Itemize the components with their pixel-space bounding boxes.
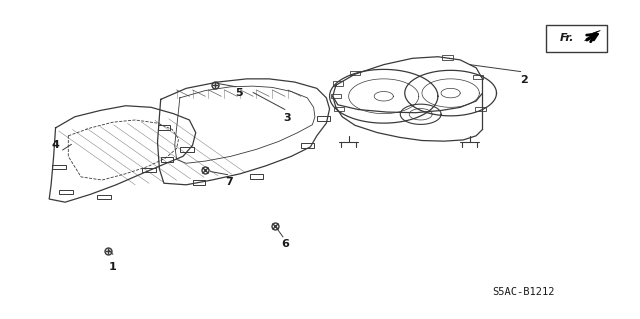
Bar (476, 107, 486, 111)
Text: 3: 3 (283, 113, 291, 123)
Bar (473, 75, 483, 79)
Bar (333, 81, 343, 86)
Text: 4: 4 (52, 140, 60, 150)
Bar (442, 56, 452, 60)
Bar (180, 147, 194, 152)
Bar (317, 116, 330, 121)
Bar (193, 180, 205, 185)
Bar (52, 165, 67, 169)
Bar (161, 157, 173, 162)
Text: Fr.: Fr. (560, 33, 575, 43)
Bar (97, 195, 111, 199)
Text: S5AC-B1212: S5AC-B1212 (493, 287, 555, 297)
Bar (157, 125, 170, 130)
Bar (301, 143, 314, 148)
Bar (334, 107, 344, 111)
Bar (331, 94, 341, 99)
Bar (546, 25, 607, 52)
Bar (250, 174, 262, 179)
FancyArrowPatch shape (587, 34, 598, 41)
Bar (141, 168, 156, 172)
Text: 7: 7 (226, 177, 234, 187)
Polygon shape (584, 31, 600, 41)
Bar (59, 190, 73, 194)
Text: 5: 5 (236, 88, 243, 98)
Text: 1: 1 (109, 262, 116, 272)
Bar (350, 71, 360, 75)
Text: 6: 6 (281, 239, 289, 249)
Text: 2: 2 (520, 75, 528, 85)
